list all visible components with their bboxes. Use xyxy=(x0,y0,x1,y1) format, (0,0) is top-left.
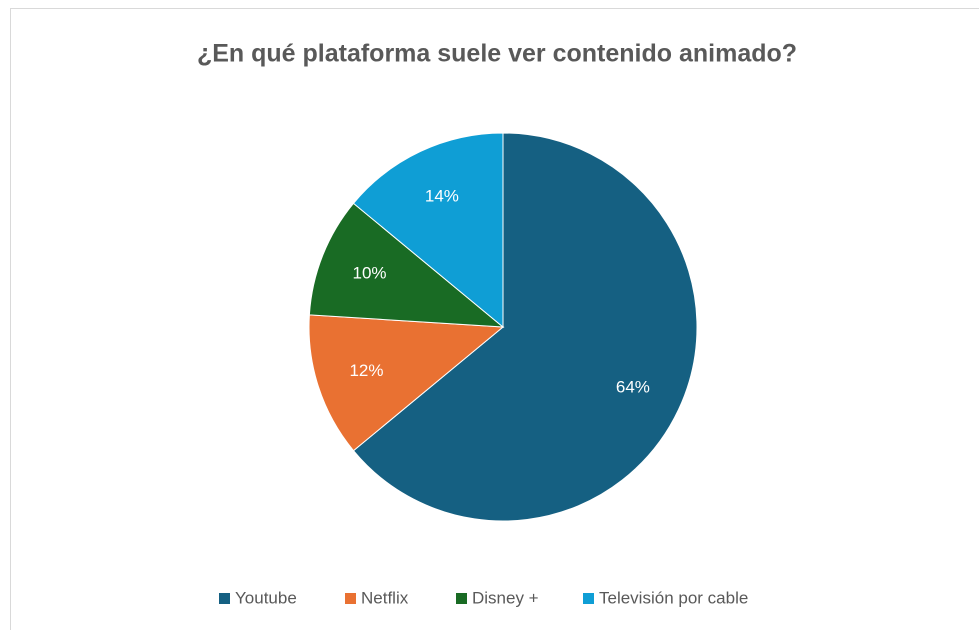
chart-title: ¿En qué plataforma suele ver contenido a… xyxy=(197,40,797,68)
legend-swatch xyxy=(219,593,230,604)
data-label: 10% xyxy=(353,264,387,283)
pie-slice xyxy=(352,132,698,522)
legend-swatch xyxy=(583,593,594,604)
legend-label: Disney + xyxy=(472,588,539,607)
legend-label: Youtube xyxy=(235,588,297,607)
pie-slice xyxy=(308,314,505,452)
pie-slice xyxy=(308,202,505,328)
legend-swatch xyxy=(345,593,356,604)
legend-label: Televisión por cable xyxy=(599,588,748,607)
data-label: 14% xyxy=(425,187,459,206)
pie-slice xyxy=(352,132,504,329)
data-label: 64% xyxy=(616,378,650,397)
legend-swatch xyxy=(456,593,467,604)
data-label: 12% xyxy=(349,361,383,380)
legend-label: Netflix xyxy=(361,588,409,607)
